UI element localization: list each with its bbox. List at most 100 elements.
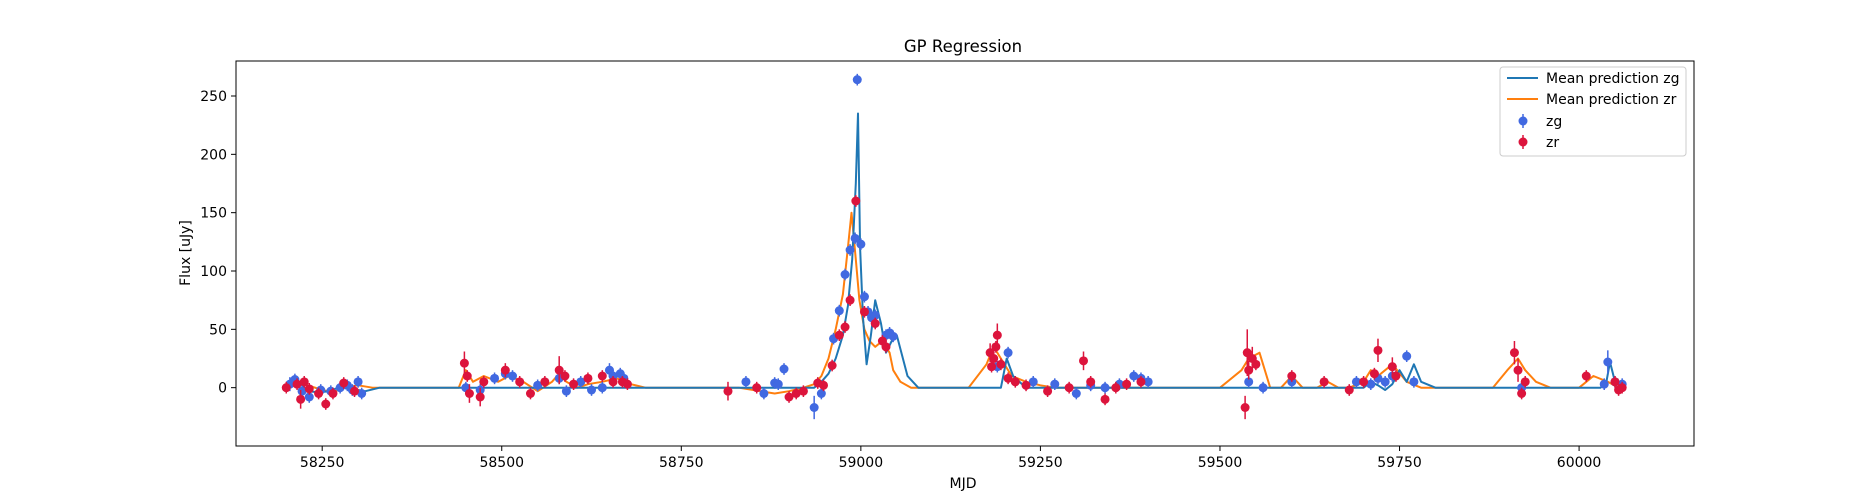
zr-marker xyxy=(859,307,869,317)
zr-marker xyxy=(1581,371,1591,381)
legend-label-zg-line: Mean prediction zg xyxy=(1546,71,1680,87)
zr-marker xyxy=(1344,385,1354,395)
x-tick-label: 58250 xyxy=(300,455,345,471)
zg-point xyxy=(490,372,500,385)
zr-marker xyxy=(339,378,349,388)
zg-marker xyxy=(357,389,367,398)
zg-point xyxy=(840,268,850,281)
zr-point xyxy=(840,321,850,333)
zg-marker xyxy=(587,385,597,395)
zr-point xyxy=(992,323,1002,347)
zr-point xyxy=(1369,367,1379,380)
zr-point xyxy=(1509,341,1519,365)
zr-marker xyxy=(798,386,808,396)
zr-marker xyxy=(1387,362,1397,372)
zr-point xyxy=(299,376,309,388)
zr-marker xyxy=(1369,369,1379,379)
zr-point xyxy=(1003,372,1013,385)
zg-point xyxy=(1380,376,1390,388)
zr-point xyxy=(1287,370,1297,382)
zr-point xyxy=(1251,358,1261,371)
zg-point xyxy=(1100,381,1110,394)
zr-marker xyxy=(1079,356,1089,366)
x-tick-label: 60000 xyxy=(1557,455,1602,471)
zr-point xyxy=(281,381,291,394)
zr-point xyxy=(608,376,618,388)
zg-point xyxy=(297,385,307,397)
zg-point xyxy=(597,381,607,394)
zg-point xyxy=(1366,378,1376,390)
zg-marker xyxy=(888,331,898,341)
zr-marker xyxy=(992,330,1002,340)
zg-marker xyxy=(1380,377,1390,387)
zg-marker xyxy=(759,389,769,398)
zr-point xyxy=(845,294,855,306)
y-tick-label: 250 xyxy=(200,89,227,105)
zg-marker xyxy=(508,371,518,381)
zr-point xyxy=(1043,385,1053,397)
zr-point xyxy=(1391,370,1401,382)
zr-marker xyxy=(459,358,469,368)
zr-marker xyxy=(1319,377,1329,387)
zr-marker xyxy=(328,389,338,398)
zr-point xyxy=(791,387,801,400)
zg-marker xyxy=(1402,351,1412,361)
zr-point xyxy=(569,378,579,390)
zr-marker xyxy=(583,373,593,383)
zg-marker xyxy=(840,270,850,279)
zg-point xyxy=(859,290,869,303)
zg-point xyxy=(852,73,862,86)
zr-marker xyxy=(622,379,632,389)
zr-marker xyxy=(840,322,850,332)
zg-marker xyxy=(1599,379,1609,389)
y-tick-label: 50 xyxy=(209,322,227,338)
zr-point xyxy=(1100,393,1110,406)
series-zr-points xyxy=(281,195,1627,420)
zr-point xyxy=(350,385,360,397)
zr-point xyxy=(752,381,762,394)
zg-point xyxy=(741,376,751,388)
y-tick-label: 100 xyxy=(200,264,227,280)
zr-point xyxy=(1359,376,1369,388)
zr-marker xyxy=(1617,383,1627,393)
zr-marker xyxy=(500,365,510,375)
zr-marker xyxy=(989,354,999,363)
zr-point xyxy=(1240,395,1250,420)
zg-point xyxy=(1050,378,1060,390)
zr-point xyxy=(462,370,472,382)
zr-marker xyxy=(304,384,314,394)
zr-point xyxy=(1244,360,1254,380)
zr-point xyxy=(1610,376,1620,388)
zg-marker xyxy=(533,380,543,390)
zg-marker xyxy=(297,386,307,396)
axes-frame xyxy=(235,60,1695,447)
zg-marker xyxy=(809,403,819,412)
zr-marker xyxy=(845,295,855,305)
zr-point xyxy=(475,387,485,407)
zr-marker xyxy=(554,365,564,375)
zr-marker xyxy=(819,380,829,390)
zr-point xyxy=(525,387,535,400)
zg-marker xyxy=(1100,383,1110,393)
zg-point xyxy=(1599,378,1609,390)
zr-point xyxy=(500,363,510,378)
legend-label-zg-points: zg xyxy=(1546,114,1562,130)
zg-marker xyxy=(856,239,866,249)
zg-marker xyxy=(304,392,314,402)
zr-point xyxy=(339,377,349,389)
zr-marker xyxy=(834,330,844,340)
legend-swatch-zg-points xyxy=(1518,114,1528,128)
zr-marker xyxy=(569,379,579,389)
zr-point xyxy=(1617,381,1627,394)
zr-point xyxy=(459,351,469,375)
zr-point xyxy=(1513,358,1523,382)
zg-point xyxy=(1071,387,1081,400)
zg-point xyxy=(587,384,597,396)
zg-marker xyxy=(1244,377,1254,387)
zg-marker xyxy=(834,306,844,316)
y-tick-label: 200 xyxy=(200,147,227,163)
x-tick-label: 59500 xyxy=(1198,455,1243,471)
zr-marker xyxy=(475,392,485,402)
